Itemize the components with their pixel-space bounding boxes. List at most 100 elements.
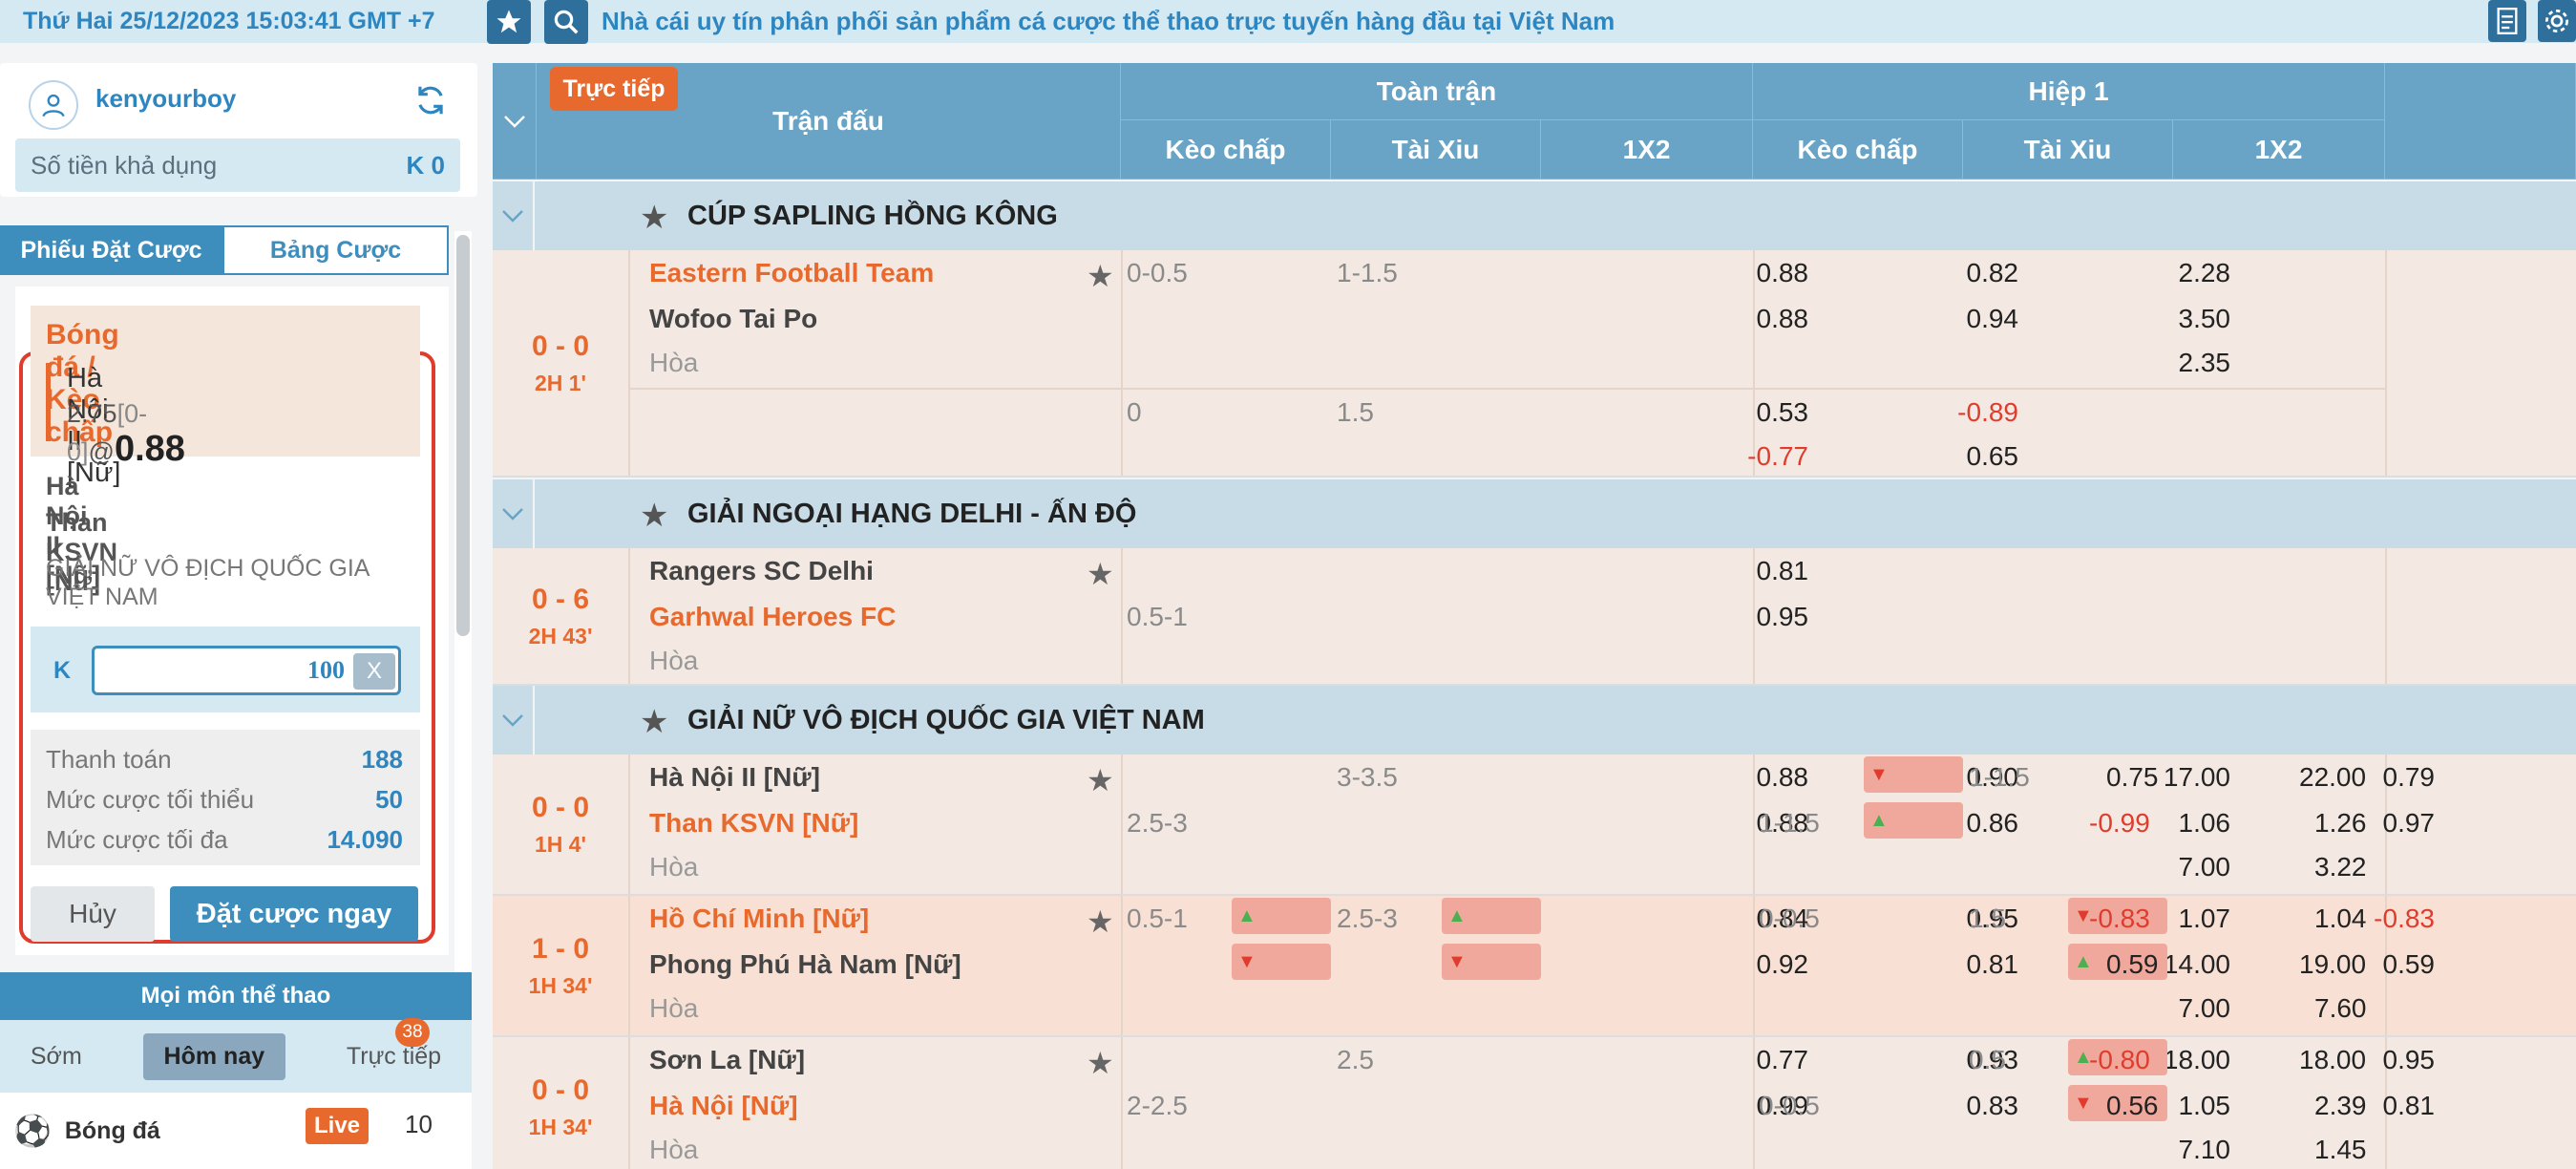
sport-row-football[interactable]: ⚽ Bóng đá	[0, 1093, 472, 1169]
collapse-all-button[interactable]	[493, 63, 537, 180]
h1-x-odds[interactable]: 1.45	[2314, 1135, 2367, 1164]
ft-x-odds[interactable]: 2.35	[2178, 348, 2231, 377]
ft-hdp-away-odds[interactable]: 0.92	[1756, 949, 1809, 979]
draw-label[interactable]: Hòa	[649, 646, 699, 675]
draw-label[interactable]: Hòa	[649, 1135, 699, 1164]
ft-hdp-home-odds[interactable]: 0.81	[1756, 556, 1809, 585]
alt-hdp-away-odds[interactable]: -0.77	[1747, 441, 1808, 471]
ft-x-odds[interactable]: 7.10	[2178, 1135, 2231, 1164]
h1-2-odds[interactable]: 1.26	[2314, 808, 2367, 838]
ft-1-odds[interactable]: 2.28	[2178, 258, 2231, 287]
stake-input[interactable]	[92, 646, 401, 695]
refresh-balance-button[interactable]	[412, 82, 449, 123]
ft-under-odds[interactable]: 0.83	[1966, 1091, 2019, 1120]
home-team[interactable]: Rangers SC Delhi	[649, 556, 874, 585]
avatar[interactable]	[29, 80, 78, 130]
h1-hdp-home-odds[interactable]: 0.79	[2382, 762, 2436, 792]
ft-1-odds[interactable]: 1.07	[2178, 903, 2231, 933]
star-icon[interactable]: ★	[1087, 1046, 1114, 1080]
ft-hdp-away-odds[interactable]: 0.99	[1756, 1091, 1809, 1120]
ft-x-odds[interactable]: 7.00	[2178, 993, 2231, 1023]
league-row[interactable]: ★ CÚP SAPLING HỒNG KÔNG	[493, 181, 2576, 250]
cancel-button[interactable]: Hủy	[31, 886, 155, 942]
collapse-league-button[interactable]	[493, 686, 535, 755]
place-bet-button[interactable]: Đặt cược ngay	[170, 886, 418, 942]
ft-hdp-home-odds[interactable]: 0.84	[1756, 903, 1809, 933]
ft-hdp-home-odds[interactable]: 0.88	[1756, 762, 1809, 792]
live-tag[interactable]: Trực tiếp	[550, 67, 678, 111]
away-team[interactable]: Garhwal Heroes FC	[649, 602, 897, 631]
h1-2-odds[interactable]: 2.39	[2314, 1091, 2367, 1120]
league-row[interactable]: ★ GIẢI NỮ VÔ ĐỊCH QUỐC GIA VIỆT NAM	[493, 686, 2576, 755]
alt-under-odds[interactable]: 0.65	[1966, 441, 2019, 471]
h1-over-odds[interactable]: -0.80	[2089, 1045, 2150, 1074]
ft-hdp-home-odds[interactable]: 0.88	[1756, 258, 1809, 287]
h1-under-odds[interactable]: -0.99	[2089, 808, 2150, 838]
ft-2-odds[interactable]: 3.50	[2178, 304, 2231, 333]
away-team[interactable]: Phong Phú Hà Nam [Nữ]	[649, 949, 961, 979]
star-icon[interactable]: ★	[1087, 904, 1114, 939]
away-team[interactable]: Hà Nội [Nữ]	[649, 1091, 798, 1120]
h1-x-odds[interactable]: 3.22	[2314, 852, 2367, 882]
filter-live[interactable]: Trực tiếp	[346, 1042, 442, 1070]
ft-1-odds[interactable]: 18.00	[2163, 1045, 2230, 1074]
h1-1-odds[interactable]: 22.00	[2299, 762, 2367, 792]
home-team[interactable]: Eastern Football Team	[649, 258, 935, 287]
ft-over-odds[interactable]: 0.82	[1966, 258, 2019, 287]
h1-1-odds[interactable]: 1.04	[2314, 903, 2367, 933]
ft-x-odds[interactable]: 7.00	[2178, 852, 2231, 882]
h1-hdp-away-odds[interactable]: 0.97	[2382, 808, 2436, 838]
clear-stake-button[interactable]: X	[353, 653, 395, 690]
h1-1-odds[interactable]: 18.00	[2299, 1045, 2367, 1074]
ft-2-odds[interactable]: 1.06	[2178, 808, 2231, 838]
tab-bet-slip[interactable]: Phiếu Đặt Cược	[0, 225, 222, 275]
filter-today[interactable]: Hôm nay	[142, 1032, 286, 1080]
h1-over-odds[interactable]: 0.75	[2106, 762, 2159, 792]
h1-x-odds[interactable]: 7.60	[2314, 993, 2367, 1023]
ft-over-odds[interactable]: 0.95	[1966, 903, 2019, 933]
ft-under-odds[interactable]: 0.86	[1966, 808, 2019, 838]
alt-over-odds[interactable]: -0.89	[1957, 397, 2018, 427]
home-team[interactable]: Hà Nội II [Nữ]	[649, 762, 820, 792]
h1-hdp-home-odds[interactable]: 0.95	[2382, 1045, 2436, 1074]
star-icon[interactable]: ★	[640, 200, 669, 236]
home-team[interactable]: Hồ Chí Minh [Nữ]	[649, 903, 870, 933]
away-team[interactable]: Wofoo Tai Po	[649, 304, 818, 333]
star-icon[interactable]: ★	[1087, 763, 1114, 797]
ft-under-odds[interactable]: 0.94	[1966, 304, 2019, 333]
all-sports-header[interactable]: Mọi môn thể thao	[0, 972, 472, 1020]
favorites-button[interactable]	[487, 0, 531, 44]
ft-hdp-home-odds[interactable]: 0.77	[1756, 1045, 1809, 1074]
star-icon[interactable]: ★	[640, 498, 669, 534]
document-button[interactable]	[2488, 0, 2526, 42]
ft-over-odds[interactable]: 0.93	[1966, 1045, 2019, 1074]
ft-over-odds[interactable]: 0.90	[1966, 762, 2019, 792]
search-button[interactable]	[544, 0, 588, 44]
h1-hdp-away-odds[interactable]: 0.81	[2382, 1091, 2436, 1120]
h1-2-odds[interactable]: 19.00	[2299, 949, 2367, 979]
ft-hdp-away-odds[interactable]: 0.88	[1756, 304, 1809, 333]
h1-hdp-away-odds[interactable]: 0.59	[2382, 949, 2436, 979]
ft-hdp-away-odds[interactable]: 0.88	[1756, 808, 1809, 838]
draw-label[interactable]: Hòa	[649, 993, 699, 1023]
alt-hdp-home-odds[interactable]: 0.53	[1756, 397, 1809, 427]
league-row[interactable]: ★ GIẢI NGOẠI HẠNG DELHI - ẤN ĐỘ	[493, 479, 2576, 548]
h1-hdp-home-odds[interactable]: -0.83	[2374, 903, 2435, 933]
h1-under-odds[interactable]: 0.59	[2106, 949, 2159, 979]
ft-hdp-away-odds[interactable]: 0.95	[1756, 602, 1809, 631]
filter-early[interactable]: Sớm	[30, 1042, 82, 1070]
star-icon[interactable]: ★	[1087, 557, 1114, 591]
away-team[interactable]: Than KSVN [Nữ]	[649, 808, 859, 838]
star-icon[interactable]: ★	[640, 704, 669, 740]
collapse-league-button[interactable]	[493, 181, 535, 250]
tab-bet-list[interactable]: Bảng Cược	[222, 225, 449, 275]
h1-over-odds[interactable]: -0.83	[2089, 903, 2150, 933]
live-badge[interactable]: Live	[306, 1108, 369, 1144]
ft-under-odds[interactable]: 0.81	[1966, 949, 2019, 979]
h1-under-odds[interactable]: 0.56	[2106, 1091, 2159, 1120]
sidebar-scroll-thumb[interactable]	[456, 235, 470, 636]
home-team[interactable]: Sơn La [Nữ]	[649, 1045, 806, 1074]
ft-1-odds[interactable]: 17.00	[2163, 762, 2230, 792]
star-icon[interactable]: ★	[1087, 259, 1114, 293]
ft-2-odds[interactable]: 14.00	[2163, 949, 2230, 979]
